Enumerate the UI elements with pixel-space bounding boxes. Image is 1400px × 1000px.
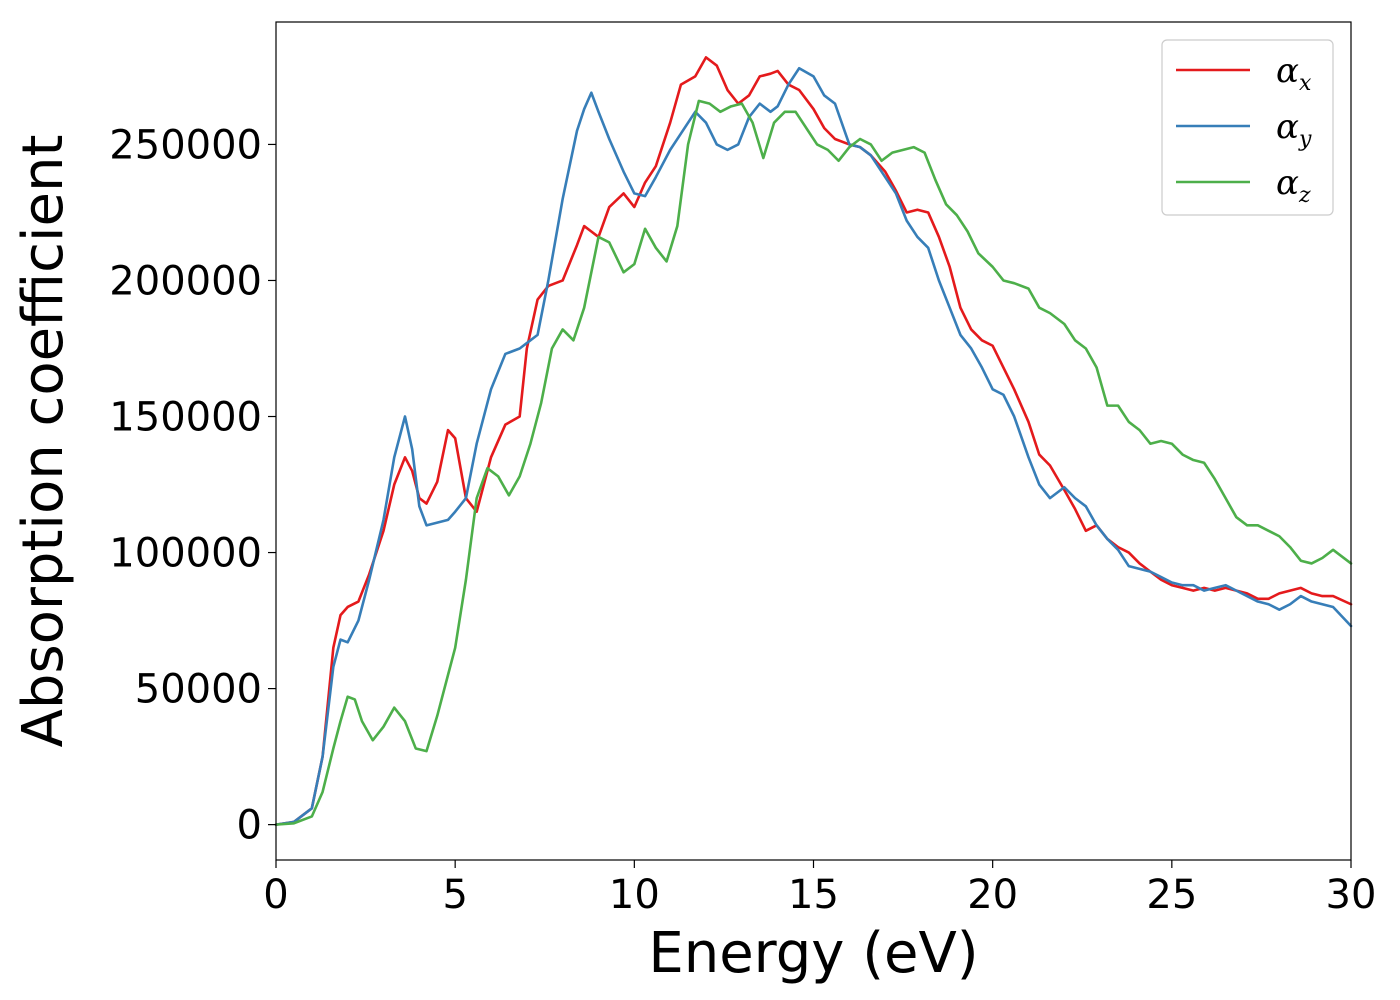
series-line-alpha-y — [274, 66, 1353, 826]
legend-entry-alpha-z: αz — [1276, 163, 1311, 208]
x-tick-label: 10 — [609, 872, 660, 918]
legend-entry-alpha-x: αx — [1276, 51, 1312, 96]
y-tick-label: 100000 — [109, 531, 262, 577]
x-tick-label: 20 — [967, 872, 1018, 918]
y-axis-label: Absorption coefficient — [11, 135, 76, 748]
x-tick-label: 0 — [263, 872, 288, 918]
series-line-alpha-x — [274, 56, 1353, 826]
y-tick-label: 0 — [237, 803, 262, 849]
x-tick-label: 30 — [1326, 872, 1377, 918]
y-tick-label: 250000 — [109, 122, 262, 168]
y-tick-label: 200000 — [109, 258, 262, 304]
axes-layer: 0 5 10 15 20 25 30 0 50000 100000 150000 200000 2500… — [109, 21, 1377, 918]
y-tick-label: 50000 — [135, 667, 262, 713]
legend-entry-alpha-y: αy — [1276, 107, 1312, 152]
series-line-alpha-z — [274, 99, 1353, 826]
legend-box — [1161, 39, 1334, 216]
x-tick-label: 15 — [788, 872, 839, 918]
series-layer — [274, 56, 1353, 826]
x-tick-label: 25 — [1146, 872, 1197, 918]
x-axis-label: Energy (eV) — [648, 921, 978, 986]
legend: αx αy αz — [1161, 39, 1334, 216]
x-tick-label: 5 — [442, 872, 467, 918]
y-tick-label: 150000 — [109, 395, 262, 441]
